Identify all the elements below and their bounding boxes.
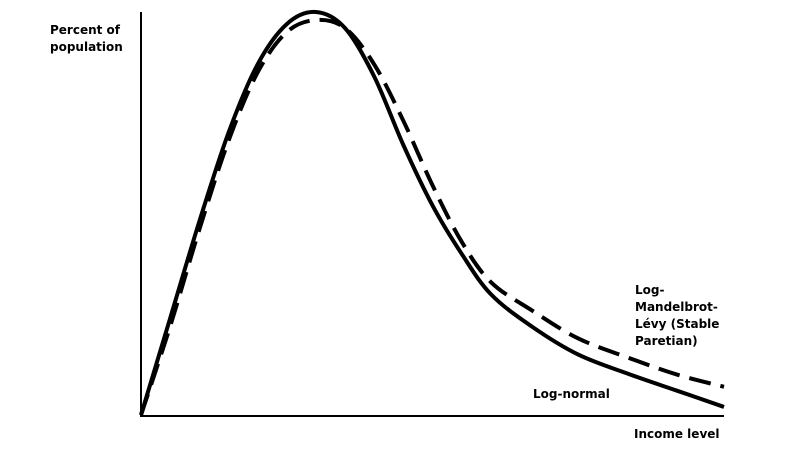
y-axis-label: Percent of population (50, 23, 123, 54)
series-annotation: Log-Mandelbrot-Lévy (Stable Paretian) (635, 283, 720, 348)
series-line (139, 17, 725, 416)
x-axis-label: Income level (634, 427, 720, 441)
series-line (139, 9, 725, 416)
series-annotation: Log-normal (533, 387, 610, 401)
